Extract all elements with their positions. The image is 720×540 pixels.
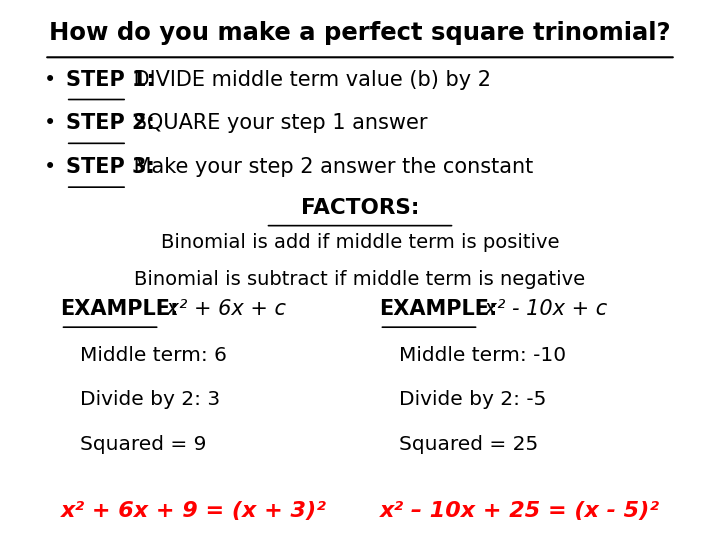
Text: STEP 3:: STEP 3: bbox=[66, 157, 155, 177]
Text: Binomial is add if middle term is positive: Binomial is add if middle term is positi… bbox=[161, 233, 559, 252]
Text: •: • bbox=[45, 113, 57, 133]
Text: Divide by 2: 3: Divide by 2: 3 bbox=[80, 390, 220, 409]
Text: Squared = 25: Squared = 25 bbox=[399, 435, 539, 454]
Text: EXAMPLE:: EXAMPLE: bbox=[60, 299, 179, 319]
Text: Make your step 2 answer the constant: Make your step 2 answer the constant bbox=[127, 157, 534, 177]
Text: Binomial is subtract if middle term is negative: Binomial is subtract if middle term is n… bbox=[135, 270, 585, 289]
Text: Squared = 9: Squared = 9 bbox=[80, 435, 207, 454]
Text: Divide by 2: -5: Divide by 2: -5 bbox=[399, 390, 546, 409]
Text: SQUARE your step 1 answer: SQUARE your step 1 answer bbox=[127, 113, 428, 133]
Text: x² + 6x + c: x² + 6x + c bbox=[160, 299, 286, 319]
Text: STEP 1:: STEP 1: bbox=[66, 70, 155, 90]
Text: •: • bbox=[45, 157, 57, 177]
Text: x² – 10x + 25 = (x - 5)²: x² – 10x + 25 = (x - 5)² bbox=[379, 501, 660, 521]
Text: FACTORS:: FACTORS: bbox=[301, 198, 419, 218]
Text: Middle term: -10: Middle term: -10 bbox=[399, 346, 566, 365]
Text: EXAMPLE:: EXAMPLE: bbox=[379, 299, 498, 319]
Text: DIVIDE middle term value (b) by 2: DIVIDE middle term value (b) by 2 bbox=[127, 70, 491, 90]
Text: Middle term: 6: Middle term: 6 bbox=[80, 346, 227, 365]
Text: STEP 2:: STEP 2: bbox=[66, 113, 155, 133]
Text: How do you make a perfect square trinomial?: How do you make a perfect square trinomi… bbox=[49, 22, 671, 45]
Text: •: • bbox=[45, 70, 57, 90]
Text: x² + 6x + 9 = (x + 3)²: x² + 6x + 9 = (x + 3)² bbox=[60, 501, 326, 521]
Text: x² - 10x + c: x² - 10x + c bbox=[479, 299, 608, 319]
